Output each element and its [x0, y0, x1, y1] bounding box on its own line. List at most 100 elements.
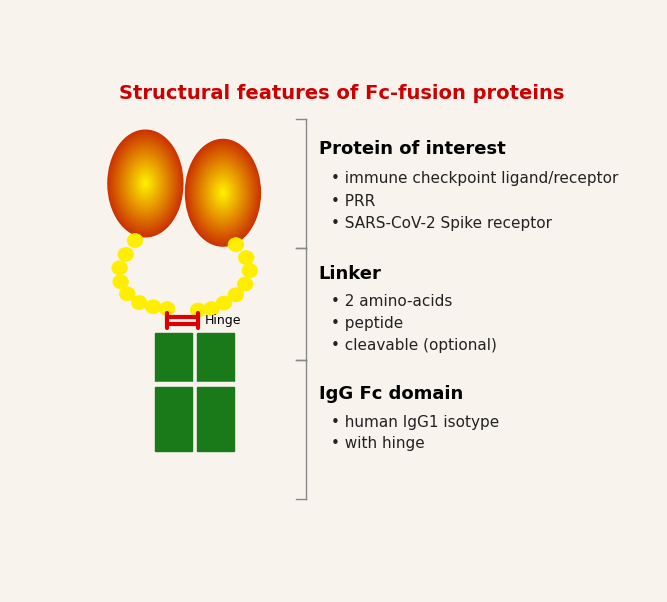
Text: Hinge: Hinge — [205, 314, 241, 327]
Ellipse shape — [113, 137, 178, 230]
Text: • 2 amino-acids: • 2 amino-acids — [331, 294, 453, 309]
Text: Protein of interest: Protein of interest — [319, 140, 506, 158]
Ellipse shape — [215, 181, 231, 205]
Circle shape — [242, 264, 257, 278]
Ellipse shape — [189, 145, 257, 241]
Bar — [197, 386, 234, 452]
Text: • cleavable (optional): • cleavable (optional) — [331, 338, 498, 353]
Ellipse shape — [123, 152, 168, 216]
Ellipse shape — [138, 173, 153, 194]
Circle shape — [119, 287, 135, 301]
Ellipse shape — [116, 142, 175, 225]
Ellipse shape — [186, 141, 259, 245]
Text: IgG Fc domain: IgG Fc domain — [319, 385, 463, 403]
Text: • PRR: • PRR — [331, 194, 376, 209]
Ellipse shape — [197, 155, 249, 230]
Ellipse shape — [217, 185, 229, 200]
Ellipse shape — [131, 162, 160, 205]
Ellipse shape — [215, 182, 230, 203]
Ellipse shape — [113, 138, 177, 229]
Circle shape — [237, 277, 253, 291]
Ellipse shape — [216, 184, 229, 202]
Ellipse shape — [201, 162, 245, 223]
Ellipse shape — [140, 176, 151, 191]
Ellipse shape — [115, 140, 176, 228]
Ellipse shape — [211, 177, 234, 209]
Ellipse shape — [135, 169, 155, 198]
Circle shape — [159, 302, 175, 315]
Ellipse shape — [111, 135, 179, 231]
Circle shape — [239, 250, 254, 265]
Ellipse shape — [131, 164, 159, 203]
Ellipse shape — [211, 175, 235, 210]
Ellipse shape — [185, 140, 260, 246]
Ellipse shape — [195, 153, 251, 233]
Ellipse shape — [187, 142, 259, 243]
Ellipse shape — [129, 161, 161, 206]
Ellipse shape — [194, 152, 252, 234]
Ellipse shape — [132, 165, 159, 202]
Ellipse shape — [213, 179, 232, 206]
Ellipse shape — [201, 161, 245, 225]
Text: • peptide: • peptide — [331, 316, 404, 331]
Ellipse shape — [117, 143, 173, 223]
Circle shape — [118, 247, 133, 261]
Ellipse shape — [203, 165, 243, 221]
Ellipse shape — [129, 160, 162, 208]
Ellipse shape — [118, 145, 173, 222]
Bar — [155, 386, 192, 452]
Ellipse shape — [199, 158, 247, 228]
Ellipse shape — [127, 158, 163, 209]
Circle shape — [228, 288, 243, 302]
Ellipse shape — [209, 173, 237, 213]
Ellipse shape — [120, 147, 171, 220]
Ellipse shape — [219, 187, 227, 198]
Ellipse shape — [115, 141, 175, 226]
Circle shape — [216, 296, 231, 310]
Ellipse shape — [119, 146, 171, 221]
Ellipse shape — [141, 177, 150, 190]
Ellipse shape — [109, 131, 182, 235]
Ellipse shape — [125, 154, 166, 213]
Text: Structural features of Fc-fusion proteins: Structural features of Fc-fusion protein… — [119, 84, 564, 102]
Ellipse shape — [210, 174, 236, 211]
Ellipse shape — [124, 153, 167, 214]
Ellipse shape — [192, 149, 254, 237]
Ellipse shape — [206, 169, 240, 217]
Ellipse shape — [196, 154, 250, 231]
Ellipse shape — [190, 146, 255, 240]
Circle shape — [228, 238, 243, 252]
Ellipse shape — [197, 157, 248, 229]
Ellipse shape — [205, 167, 241, 218]
Text: • human IgG1 isotype: • human IgG1 isotype — [331, 415, 500, 430]
Ellipse shape — [207, 170, 239, 216]
Ellipse shape — [134, 167, 157, 199]
Ellipse shape — [122, 150, 169, 217]
Text: • immune checkpoint ligand/receptor: • immune checkpoint ligand/receptor — [331, 172, 619, 187]
Circle shape — [113, 275, 128, 289]
Ellipse shape — [202, 163, 243, 222]
Circle shape — [145, 300, 161, 314]
Circle shape — [112, 261, 127, 275]
Circle shape — [127, 234, 143, 247]
Ellipse shape — [141, 178, 149, 189]
Circle shape — [190, 303, 206, 317]
Ellipse shape — [133, 166, 157, 201]
Ellipse shape — [139, 174, 152, 193]
Ellipse shape — [208, 172, 238, 214]
Bar — [155, 333, 192, 383]
Ellipse shape — [127, 157, 164, 210]
Bar — [197, 333, 234, 383]
Ellipse shape — [137, 172, 154, 196]
Ellipse shape — [188, 143, 257, 242]
Ellipse shape — [220, 189, 225, 197]
Ellipse shape — [108, 130, 183, 237]
Text: Linker: Linker — [319, 265, 382, 283]
Circle shape — [131, 296, 147, 309]
Ellipse shape — [221, 190, 225, 196]
Ellipse shape — [213, 178, 233, 208]
Ellipse shape — [199, 160, 246, 226]
Ellipse shape — [121, 149, 170, 218]
Ellipse shape — [193, 150, 253, 235]
Ellipse shape — [191, 147, 255, 238]
